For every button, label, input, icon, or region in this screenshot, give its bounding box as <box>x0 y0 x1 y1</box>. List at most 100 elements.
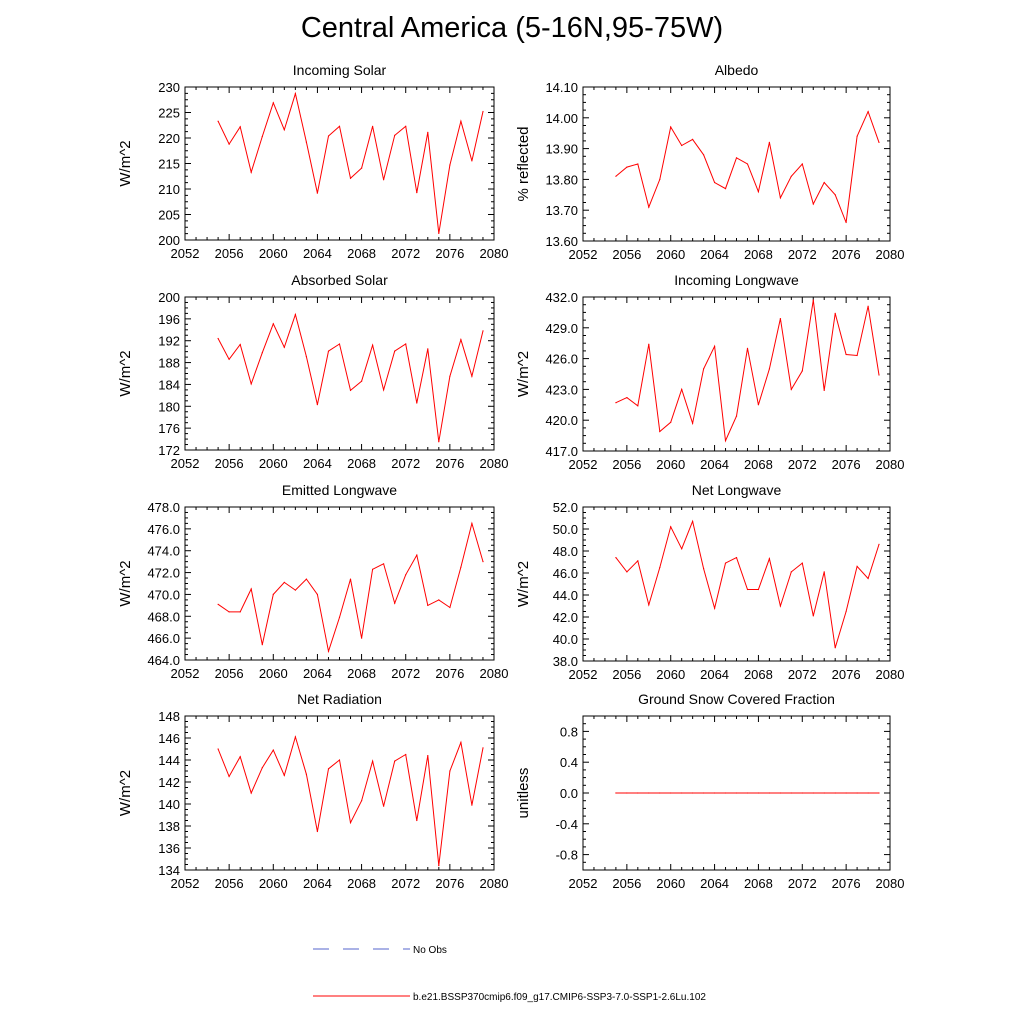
data-point <box>438 865 440 867</box>
data-point <box>349 177 352 179</box>
data-point <box>305 773 307 775</box>
data-point <box>305 578 307 580</box>
data-point <box>438 599 440 601</box>
x-tick-label: 2060 <box>259 876 288 891</box>
data-point <box>626 571 628 573</box>
panel-title: Emitted Longwave <box>282 482 397 498</box>
panel-title: Incoming Solar <box>293 62 387 78</box>
data-point <box>372 568 374 570</box>
x-tick-label: 2072 <box>391 876 420 891</box>
data-point <box>416 819 418 822</box>
y-tick-label: 146 <box>158 731 180 746</box>
data-point <box>449 770 451 772</box>
data-point <box>228 358 230 360</box>
data-point <box>327 135 330 137</box>
x-tick-label: 2060 <box>656 667 685 682</box>
y-tick-label: 52.0 <box>553 500 578 515</box>
y-tick-label: 429.0 <box>545 321 578 336</box>
x-tick-label: 2056 <box>612 667 641 682</box>
y-tick-label: 142 <box>158 775 180 790</box>
data-point <box>239 611 241 613</box>
panel-title: Incoming Longwave <box>674 272 799 288</box>
series-line <box>217 312 484 442</box>
data-point <box>283 581 285 584</box>
data-point <box>692 138 694 140</box>
data-point <box>790 792 792 794</box>
data-point <box>460 566 462 568</box>
data-point <box>714 345 716 347</box>
x-tick-label: 2080 <box>480 666 509 681</box>
x-tick-label: 2076 <box>832 876 861 891</box>
x-tick-label: 2052 <box>171 456 200 471</box>
x-tick-label: 2060 <box>656 457 685 472</box>
data-point <box>746 347 749 349</box>
x-tick-label: 2052 <box>171 246 200 261</box>
y-tick-label: 13.60 <box>545 234 578 249</box>
data-point <box>670 792 672 794</box>
data-point <box>692 422 694 424</box>
y-tick-label: 14.10 <box>545 80 578 95</box>
y-axis-label: W/m^2 <box>117 350 134 396</box>
x-tick-label: 2064 <box>700 876 729 891</box>
data-point <box>394 602 396 604</box>
x-tick-label: 2072 <box>391 456 420 471</box>
data-point <box>724 562 727 564</box>
data-point <box>703 368 705 370</box>
y-tick-label: 44.0 <box>553 588 578 603</box>
x-tick-label: 2072 <box>391 246 420 261</box>
x-tick-label: 2076 <box>832 667 861 682</box>
data-point <box>327 350 330 352</box>
x-tick-label: 2060 <box>259 246 288 261</box>
y-tick-label: 220 <box>158 131 180 146</box>
y-axis-label: unitless <box>515 768 532 819</box>
x-tick-label: 2068 <box>347 666 376 681</box>
x-tick-label: 2060 <box>656 876 685 891</box>
data-point <box>768 368 771 370</box>
data-point <box>460 120 462 122</box>
y-tick-label: 42.0 <box>553 610 578 625</box>
x-tick-label: 2064 <box>303 876 332 891</box>
y-tick-label: 184 <box>158 377 180 392</box>
x-tick-label: 2072 <box>788 876 817 891</box>
chart-panel-5: 2052 2056 2060 2064 2068 2072 2076 2080 464.0 466… <box>117 482 508 681</box>
x-tick-label: 2072 <box>788 667 817 682</box>
series-line <box>615 300 880 443</box>
data-point <box>316 404 318 406</box>
x-tick-label: 2056 <box>215 246 244 261</box>
y-tick-label: 50.0 <box>553 522 578 537</box>
data-point <box>867 792 869 794</box>
data-point <box>714 607 716 609</box>
data-point <box>845 353 847 356</box>
y-tick-label: 48.0 <box>553 544 578 559</box>
plot-frame <box>184 296 495 451</box>
y-tick-label: 426.0 <box>545 352 578 367</box>
data-point <box>449 375 451 377</box>
data-point <box>272 593 274 596</box>
data-point <box>261 644 263 646</box>
data-point <box>779 792 782 794</box>
data-point <box>217 748 219 750</box>
data-point <box>626 792 628 794</box>
data-point <box>217 603 219 605</box>
data-point <box>801 163 803 165</box>
y-tick-label: 200 <box>158 290 180 305</box>
data-point <box>823 792 825 794</box>
data-point <box>670 526 672 528</box>
x-tick-label: 2076 <box>832 247 861 262</box>
data-point <box>681 144 683 147</box>
y-tick-label: 136 <box>158 841 180 856</box>
data-point <box>416 192 418 194</box>
y-tick-label: 472.0 <box>147 566 180 581</box>
data-point <box>648 343 650 345</box>
y-tick-label: 432.0 <box>545 290 578 305</box>
x-tick-label: 2080 <box>876 667 905 682</box>
x-tick-label: 2052 <box>569 876 598 891</box>
data-point <box>250 588 252 590</box>
data-point <box>217 120 219 122</box>
x-tick-label: 2080 <box>876 247 905 262</box>
data-point <box>714 792 716 794</box>
x-tick-label: 2072 <box>788 247 817 262</box>
plot-frame <box>582 506 891 662</box>
y-tick-label: 225 <box>158 106 180 121</box>
panel-title: Ground Snow Covered Fraction <box>638 691 835 707</box>
